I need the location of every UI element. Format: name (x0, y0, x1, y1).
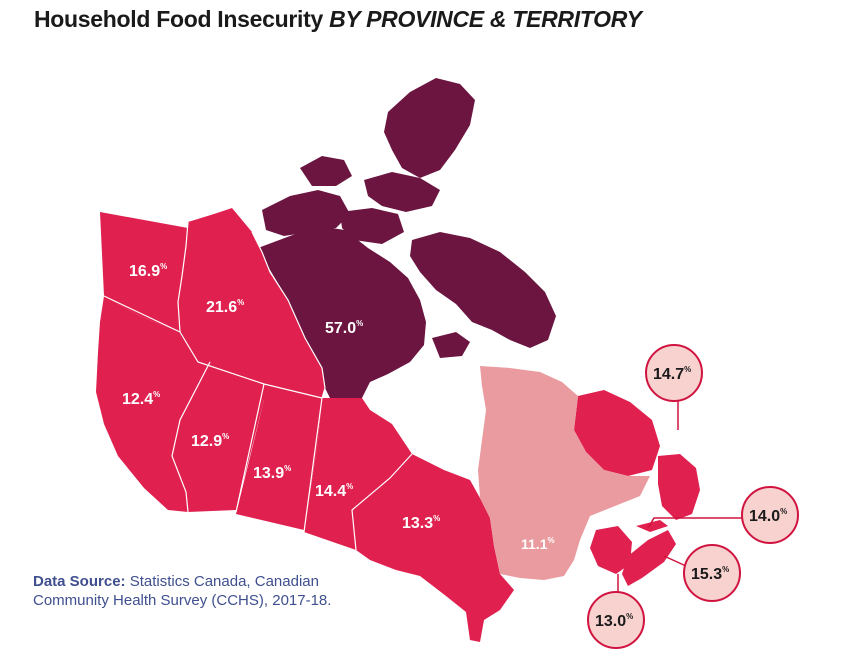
callout-pei: 14.0% (647, 486, 799, 544)
devon-island (364, 172, 440, 212)
unit-british-columbia: % (153, 390, 160, 399)
label-pei: 14.0% (749, 507, 787, 525)
unit-newfoundland-labrador: % (684, 365, 691, 374)
region-labrador (574, 390, 660, 476)
value-british-columbia: 12.4 (122, 391, 153, 408)
value-yukon: 16.9 (129, 263, 160, 280)
region-new-brunswick (590, 526, 632, 574)
border-ab-sk (235, 383, 265, 513)
callout-new-brunswick: 13.0% (587, 574, 645, 649)
source-label: Data Source: (33, 573, 126, 590)
callout-circle-nb (587, 591, 645, 649)
border-yukon-nwt (177, 221, 189, 333)
unit-alberta: % (222, 432, 229, 441)
label-new-brunswick: 13.0% (595, 612, 633, 630)
value-new-brunswick: 13.0 (595, 613, 626, 630)
region-quebec (478, 366, 650, 580)
value-northwest-territories: 21.6 (206, 299, 237, 316)
callout-circle-ns (683, 544, 741, 602)
unit-nova-scotia: % (722, 565, 729, 574)
map-title: Household Food Insecurity BY PROVINCE & … (34, 6, 642, 33)
value-manitoba: 14.4 (315, 483, 346, 500)
border-bc-yukon (103, 295, 181, 333)
unit-ontario: % (433, 514, 440, 523)
value-nova-scotia: 15.3 (691, 566, 722, 583)
title-emphasis: BY PROVINCE & TERRITORY (329, 6, 642, 32)
unit-quebec: % (547, 536, 554, 545)
label-northwest-territories: 21.6% (206, 298, 244, 316)
value-newfoundland-labrador: 14.7 (653, 366, 684, 383)
region-nunavut (258, 78, 556, 398)
value-nunavut: 57.0 (325, 320, 356, 337)
label-ontario: 13.3% (402, 514, 440, 532)
southampton-island (432, 332, 470, 358)
province-borders (103, 221, 413, 551)
border-nwt-provinces (179, 331, 323, 399)
label-saskatchewan: 13.9% (253, 464, 291, 482)
baffin-island (410, 232, 556, 348)
title-main: Household Food Insecurity (34, 6, 330, 32)
callout-circle-nl (645, 344, 703, 402)
border-bc-ab (171, 361, 211, 513)
region-nova-scotia (622, 530, 676, 586)
ellesmere-island (384, 78, 475, 178)
nunavut-mainland (258, 226, 426, 398)
unit-pei: % (780, 507, 787, 516)
callout-circle-pei (741, 486, 799, 544)
region-northwest-territories (178, 208, 325, 398)
region-saskatchewan (236, 384, 322, 530)
arctic-islands-mid (340, 208, 404, 244)
callout-line-ns (663, 555, 687, 567)
label-nunavut: 57.0% (325, 319, 363, 337)
region-pei (636, 520, 668, 532)
label-quebec: 11.1% (521, 536, 555, 552)
region-manitoba (304, 398, 412, 550)
region-red-group (96, 208, 700, 642)
value-pei: 14.0 (749, 508, 780, 525)
value-quebec: 11.1 (521, 536, 548, 552)
victoria-island (262, 190, 350, 236)
unit-new-brunswick: % (626, 612, 633, 621)
region-newfoundland (658, 454, 700, 520)
label-alberta: 12.9% (191, 432, 229, 450)
label-manitoba: 14.4% (315, 482, 353, 500)
region-british-columbia (96, 296, 210, 512)
region-alberta (172, 362, 264, 512)
value-alberta: 12.9 (191, 433, 222, 450)
label-nova-scotia: 15.3% (691, 565, 729, 583)
unit-northwest-territories: % (237, 298, 244, 307)
value-saskatchewan: 13.9 (253, 465, 284, 482)
source-text: Statistics Canada, Canadian Community He… (33, 573, 332, 609)
data-source-note: Data Source: Statistics Canada, Canadian… (33, 572, 393, 610)
border-nwt-nunavut (251, 231, 326, 399)
label-british-columbia: 12.4% (122, 390, 160, 408)
unit-yukon: % (160, 262, 167, 271)
label-yukon: 16.9% (129, 262, 167, 280)
arctic-islands-west (300, 156, 352, 186)
border-sk-mb (303, 397, 323, 533)
callout-line-pei (647, 517, 742, 529)
unit-saskatchewan: % (284, 464, 291, 473)
unit-manitoba: % (346, 482, 353, 491)
label-newfoundland-labrador: 14.7% (653, 365, 691, 383)
callout-newfoundland-labrador: 14.7% (645, 344, 703, 430)
region-ontario (352, 454, 514, 642)
unit-nunavut: % (356, 319, 363, 328)
region-yukon (100, 212, 188, 332)
border-mb-on (351, 453, 413, 551)
value-ontario: 13.3 (402, 515, 433, 532)
callout-nova-scotia: 15.3% (663, 544, 741, 602)
